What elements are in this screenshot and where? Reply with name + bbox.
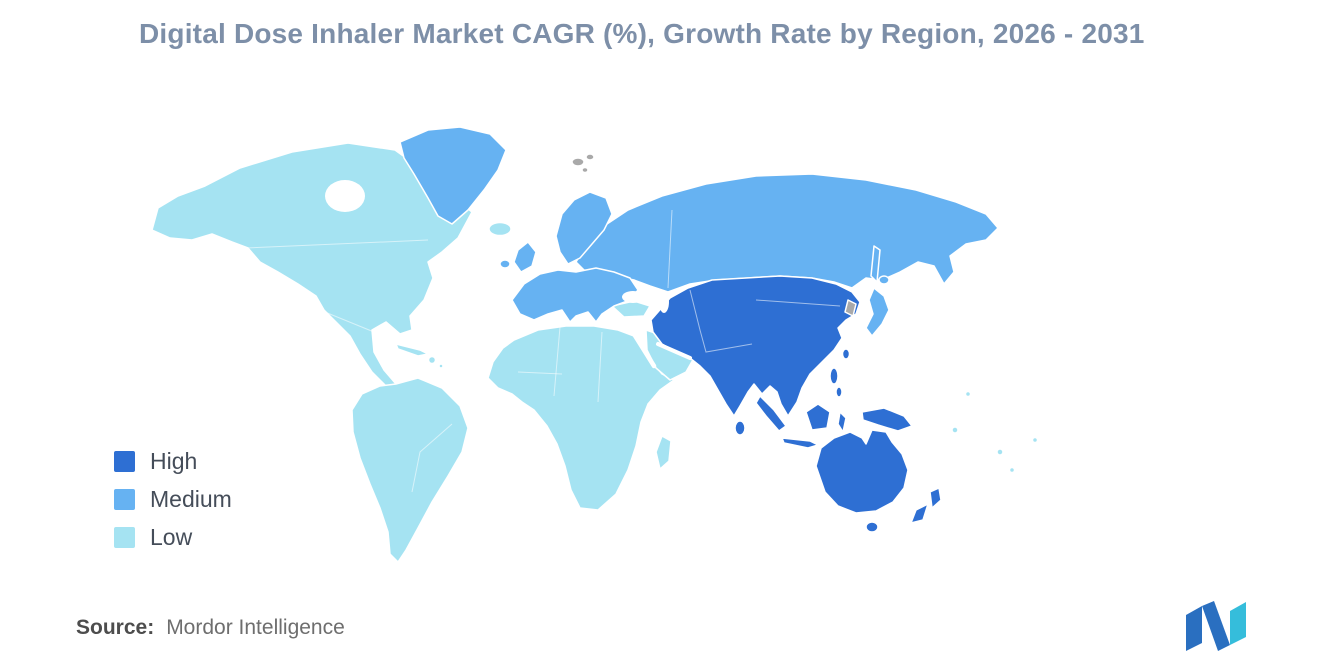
red-sea	[631, 331, 657, 369]
region-philippines-north	[829, 367, 839, 385]
region-australia	[815, 429, 909, 514]
region-ireland	[499, 259, 511, 269]
region-svalbard-1	[571, 157, 585, 167]
legend-label-medium: Medium	[150, 485, 232, 512]
region-new-zealand-south	[910, 503, 929, 524]
region-north-america	[151, 142, 473, 387]
region-sumatra	[755, 395, 787, 432]
region-sri-lanka	[734, 420, 746, 436]
source-label: Source:	[76, 616, 155, 639]
legend-swatch-high	[114, 450, 135, 472]
region-cuba	[395, 343, 429, 357]
region-pacific-island-4	[964, 390, 972, 398]
region-new-zealand-north	[929, 487, 942, 509]
hudson-bay	[325, 180, 365, 212]
region-korea	[844, 299, 857, 317]
region-scandinavia	[555, 191, 613, 265]
region-hispaniola	[427, 355, 437, 365]
region-svalbard-3	[581, 166, 589, 174]
region-europe	[511, 267, 639, 323]
region-asia-pacific-mainland	[650, 275, 861, 417]
legend-label-high: High	[150, 447, 198, 474]
mordor-intelligence-logo-icon	[1186, 601, 1246, 651]
region-uk	[513, 241, 537, 273]
region-south-america	[351, 377, 469, 563]
region-caribbean-island	[438, 363, 444, 369]
region-sakhalin	[870, 245, 881, 283]
legend-item-medium: Medium	[114, 485, 232, 512]
region-pacific-island-5	[1031, 436, 1039, 444]
region-madagascar	[655, 435, 672, 470]
region-svalbard-2	[585, 153, 595, 161]
region-new-guinea	[861, 407, 913, 432]
legend-swatch-medium	[114, 488, 135, 510]
country-borders	[245, 209, 841, 493]
legend-swatch-low	[114, 526, 135, 548]
region-philippines-south	[835, 386, 843, 398]
region-hokkaido	[878, 275, 890, 285]
region-africa	[487, 325, 675, 511]
black-sea	[622, 291, 644, 303]
region-pacific-island-1	[951, 426, 959, 434]
region-borneo	[805, 403, 831, 431]
logo-right-bar	[1230, 602, 1246, 645]
region-greenland	[399, 126, 507, 225]
logo-diagonal	[1202, 601, 1230, 651]
region-taiwan	[841, 348, 851, 360]
region-pacific-island-2	[996, 448, 1004, 456]
source-value: Mordor Intelligence	[166, 616, 345, 639]
source-line: Source: Mordor Intelligence	[76, 616, 345, 640]
legend: High Medium Low	[114, 447, 232, 550]
region-iceland	[488, 221, 512, 237]
logo-left-bar	[1186, 606, 1202, 651]
region-tasmania	[865, 521, 879, 533]
region-sulawesi	[837, 411, 847, 433]
chart-title: Digital Dose Inhaler Market CAGR (%), Gr…	[139, 18, 1145, 49]
region-russia-north-asia	[575, 173, 999, 293]
region-japan	[865, 287, 890, 337]
persian-gulf	[656, 342, 692, 360]
legend-item-high: High	[114, 447, 232, 474]
region-pacific-island-3	[1008, 466, 1016, 474]
caspian-sea	[659, 291, 669, 313]
legend-label-low: Low	[150, 523, 193, 550]
legend-item-low: Low	[114, 523, 232, 550]
region-java	[781, 437, 819, 449]
